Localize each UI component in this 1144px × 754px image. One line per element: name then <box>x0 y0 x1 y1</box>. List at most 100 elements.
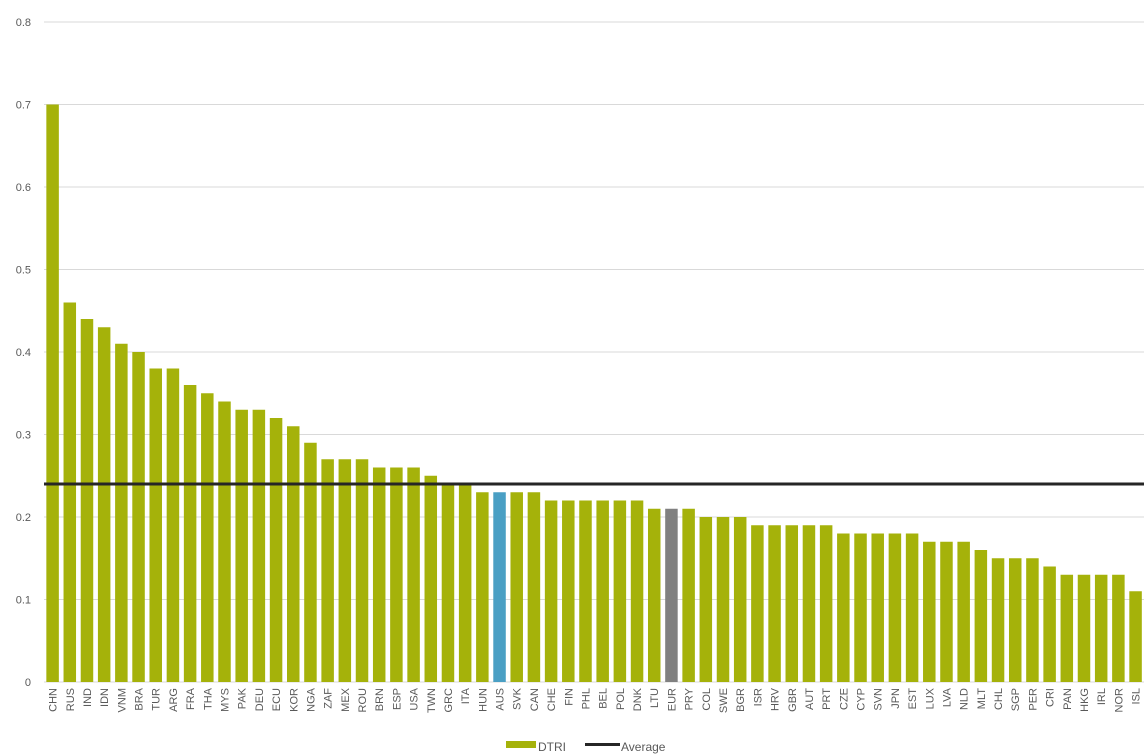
x-tick-label: BRA <box>134 687 146 710</box>
x-tick-label: CHE <box>546 688 558 711</box>
legend-label-average: Average <box>621 740 666 754</box>
bar-tur <box>149 368 162 682</box>
x-tick-label: NOR <box>1113 688 1125 713</box>
bar-mys <box>218 401 231 682</box>
bar-lux <box>923 541 936 682</box>
x-tick-label: HUN <box>477 688 489 712</box>
bar-bel <box>596 500 609 682</box>
x-tick-label: NGA <box>305 687 317 712</box>
x-tick-label: LVA <box>941 687 953 707</box>
x-tick-label: POL <box>615 688 627 710</box>
x-tick-label: DNK <box>632 687 644 711</box>
x-axis-ticks: CHN RUS IND IDN VNM BRA TUR ARG FRA THA MYS PAK DEU E… <box>48 687 1143 713</box>
x-tick-label: KOR <box>288 688 300 712</box>
x-tick-label: PER <box>1027 688 1039 711</box>
x-tick-label: BEL <box>598 688 610 709</box>
legend-swatch-dtri <box>506 741 536 748</box>
bar-rus <box>63 302 77 682</box>
bar-nld <box>957 541 970 682</box>
x-tick-label: CHN <box>48 688 60 712</box>
bar-jpn <box>888 533 902 682</box>
y-tick-label: 0.2 <box>16 512 31 524</box>
bar-twn <box>424 475 438 682</box>
x-tick-label: THA <box>202 687 214 710</box>
bar-can <box>527 492 541 682</box>
x-tick-label: TUR <box>151 688 163 711</box>
bar-prt <box>819 525 833 682</box>
x-tick-label: SVN <box>873 688 885 711</box>
x-tick-label: PAN <box>1062 688 1074 710</box>
bar-gbr <box>785 525 799 682</box>
bar-est <box>905 533 919 682</box>
bar-pry <box>682 508 695 682</box>
bar-arg <box>166 368 180 682</box>
x-tick-label: MEX <box>340 687 352 712</box>
bar-svk <box>510 492 523 682</box>
bar-cyp <box>854 533 867 682</box>
bar-fin <box>562 500 575 682</box>
x-tick-label: HRV <box>770 687 782 711</box>
x-tick-label: ECU <box>271 688 283 711</box>
x-tick-label: MYS <box>219 688 231 712</box>
bar-mlt <box>974 550 988 682</box>
x-tick-label: NLD <box>959 688 971 710</box>
x-tick-label: PAK <box>237 687 249 709</box>
x-tick-label: RUS <box>65 688 77 711</box>
x-tick-label: CHL <box>993 688 1005 710</box>
bar-zaf <box>321 459 334 682</box>
bar-dnk <box>630 500 644 682</box>
bar-ltu <box>647 508 661 682</box>
bar-vnm <box>115 343 128 682</box>
bar-pak <box>235 409 248 682</box>
bar-kor <box>287 426 300 682</box>
x-tick-label: SWE <box>718 688 730 713</box>
bar-cri <box>1043 566 1056 682</box>
bar-aut <box>802 525 816 682</box>
bar-ita <box>458 484 472 682</box>
bar-phl <box>579 500 592 682</box>
bar-ind <box>80 319 94 682</box>
bar-tha <box>201 393 214 682</box>
y-tick-label: 0.8 <box>16 17 31 29</box>
bar-bra <box>132 352 145 682</box>
bar-hkg <box>1077 574 1091 682</box>
bar-chn <box>46 104 59 682</box>
x-tick-label: BGR <box>735 688 747 712</box>
bar-sgp <box>1008 558 1022 682</box>
x-tick-label: CRI <box>1045 688 1057 707</box>
x-tick-label: JPN <box>890 688 902 709</box>
x-tick-label: ESP <box>391 688 403 710</box>
x-tick-label: GRC <box>443 688 455 713</box>
bar-deu <box>252 409 266 682</box>
x-tick-label: ROU <box>357 688 369 713</box>
y-tick-label: 0.3 <box>16 430 31 442</box>
bars <box>46 104 1142 682</box>
x-tick-label: PHL <box>580 688 592 709</box>
bar-col <box>699 517 713 682</box>
x-tick-label: LUX <box>924 687 936 709</box>
x-tick-label: ISR <box>752 688 764 706</box>
x-tick-label: AUT <box>804 688 816 710</box>
bar-lva <box>940 541 953 682</box>
x-tick-label: GBR <box>787 688 799 712</box>
y-tick-label: 0.6 <box>16 182 31 194</box>
bar-grc <box>441 484 455 682</box>
y-axis-ticks: 0 0.1 0.2 0.3 0.4 0.5 0.6 0.7 0.8 <box>16 17 31 689</box>
bar-hun <box>476 492 489 682</box>
x-tick-label: TWN <box>426 688 438 713</box>
bar-bgr <box>733 517 747 682</box>
bar-nga <box>304 442 317 682</box>
y-tick-label: 0.7 <box>16 100 31 112</box>
x-tick-label: FRA <box>185 687 197 710</box>
y-tick-label: 0.5 <box>16 265 31 277</box>
bar-svn <box>871 533 884 682</box>
x-tick-label: BRN <box>374 688 386 711</box>
x-tick-label: CYP <box>856 688 868 711</box>
x-tick-label: LTU <box>649 688 661 708</box>
bar-idn <box>97 327 111 682</box>
y-tick-label: 0.4 <box>16 347 31 359</box>
x-tick-label: AUS <box>495 688 507 711</box>
x-tick-label: SGP <box>1010 688 1022 711</box>
x-tick-label: ISL <box>1131 688 1143 705</box>
legend: DTRI Average <box>506 740 666 754</box>
